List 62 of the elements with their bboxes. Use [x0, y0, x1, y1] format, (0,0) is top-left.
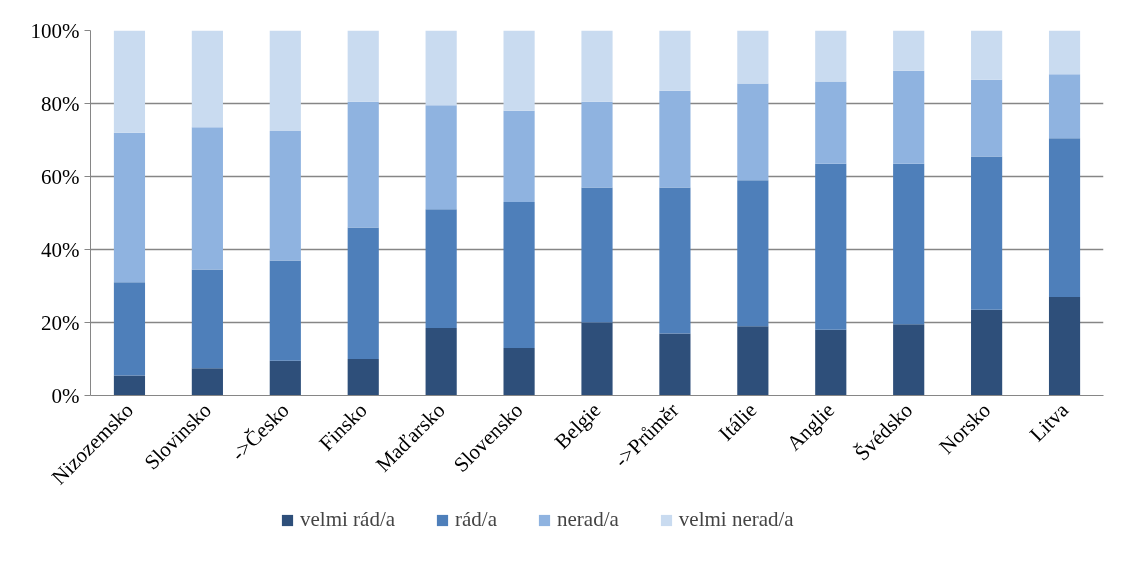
bar [347, 101, 379, 228]
y-tick-label: 100% [30, 18, 80, 43]
bar [113, 132, 146, 283]
bar [191, 30, 223, 128]
bar [659, 90, 691, 188]
bar [815, 163, 847, 330]
bar [1048, 30, 1081, 75]
bar [113, 375, 146, 396]
bar [581, 322, 613, 396]
bar [113, 282, 146, 376]
bar [971, 309, 1003, 396]
bar [503, 30, 535, 111]
legend-label: velmi nerad/a [678, 507, 794, 532]
bar [893, 70, 925, 164]
bar [737, 83, 769, 181]
bar [659, 187, 691, 334]
bar [269, 30, 301, 131]
bar [425, 209, 457, 328]
bar [347, 227, 379, 359]
bar [737, 180, 769, 327]
bar [425, 327, 457, 396]
bar [113, 30, 146, 133]
bar [347, 359, 379, 396]
bar [893, 163, 925, 325]
legend-label: rád/a [455, 507, 498, 532]
bar [581, 187, 613, 323]
bar [971, 79, 1003, 157]
bar [581, 101, 613, 188]
bar [659, 333, 691, 396]
bar [815, 329, 847, 396]
bar [503, 348, 535, 396]
bar [269, 360, 301, 396]
bar [737, 30, 769, 84]
bar [503, 110, 535, 203]
y-tick-label: 60% [41, 164, 80, 189]
bar [893, 30, 925, 71]
y-tick-label: 80% [41, 91, 80, 116]
bar [659, 30, 691, 91]
bar [971, 156, 1003, 310]
bar [425, 30, 457, 106]
bar [581, 30, 613, 102]
bar [191, 127, 223, 270]
bar [815, 30, 847, 82]
bar [1048, 138, 1081, 297]
bar [1048, 74, 1081, 139]
y-tick-label: 20% [41, 310, 80, 335]
bar [737, 326, 769, 396]
bar [269, 130, 301, 261]
bar [191, 269, 223, 369]
bar [503, 202, 535, 349]
bar [971, 30, 1003, 80]
bar [425, 105, 457, 210]
legend-label: velmi rád/a [300, 507, 396, 532]
bar [815, 81, 847, 164]
bar [893, 324, 925, 396]
y-tick-label: 40% [41, 237, 80, 262]
y-tick-label: 0% [51, 383, 80, 408]
bar [347, 30, 379, 102]
bar [191, 368, 223, 396]
legend-label: nerad/a [557, 507, 619, 532]
bar [269, 260, 301, 361]
bar [1048, 296, 1081, 396]
